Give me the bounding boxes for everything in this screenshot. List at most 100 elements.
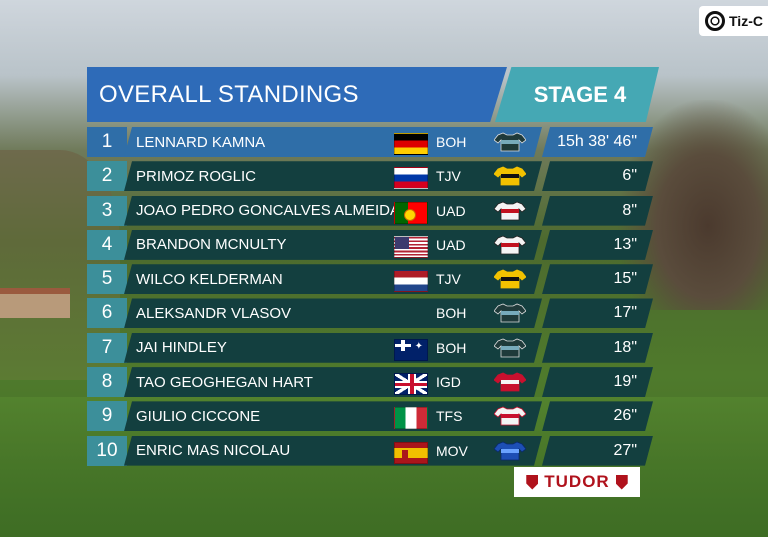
gap-time: 26" (542, 401, 653, 431)
jersey-icon (494, 338, 526, 358)
jersey-cell (478, 333, 542, 363)
jersey-cell (478, 161, 542, 191)
broadcaster-logo: Tiz-C (699, 6, 768, 36)
netherlands-flag-icon (394, 270, 428, 293)
rider-name: TAO GEOGHEGAN HART (136, 373, 313, 391)
jersey-cell (478, 298, 542, 328)
position-number: 2 (87, 161, 127, 192)
gap-time: 19" (542, 367, 653, 397)
position-number: 4 (87, 229, 127, 260)
position-number: 3 (87, 195, 127, 226)
rider-bar (124, 333, 542, 363)
rider-bar (124, 367, 542, 397)
jersey-icon (494, 201, 526, 220)
team-code: TFS (436, 408, 463, 425)
italy-flag-icon (394, 407, 428, 430)
sponsor-text: TUDOR (544, 472, 610, 491)
jersey-icon (494, 304, 526, 323)
house-background (0, 288, 70, 318)
jersey-icon (494, 406, 526, 426)
position-number: 1 (87, 127, 127, 157)
jersey-cell (478, 367, 542, 397)
standings-row: 2 PRIMOZ ROGLIC TJV 6" (87, 159, 653, 193)
jersey-icon (494, 235, 526, 255)
standings-row: 8 TAO GEOGHEGAN HART IGD 19" (87, 365, 653, 399)
australia-flag-icon (394, 338, 428, 361)
jersey-icon (494, 166, 526, 186)
rider-name: LENNARD KAMNA (136, 133, 266, 151)
standings-table: 1 LENNARD KAMNA BOH 15h 38' 46" 2 PRIMOZ… (87, 125, 653, 468)
jersey-cell (478, 196, 542, 226)
team-code: BOH (436, 305, 467, 322)
rider-name: WILCO KELDERMAN (136, 270, 283, 288)
gap-time: 17" (542, 298, 653, 328)
rider-name: JOAO PEDRO GONCALVES ALMEIDA (136, 202, 400, 220)
gap-time: 8" (542, 196, 653, 226)
rider-name: ALEKSANDR VLASOV (136, 304, 292, 322)
rider-bar (124, 196, 542, 226)
team-code: TJV (436, 168, 461, 185)
rider-name: PRIMOZ ROGLIC (136, 167, 257, 185)
portugal-flag-icon (394, 201, 428, 224)
rider-name: JAI HINDLEY (136, 339, 227, 357)
shield-icon (526, 474, 539, 490)
sponsor-logo: TUDOR (514, 467, 640, 497)
standings-row: 1 LENNARD KAMNA BOH 15h 38' 46" (87, 125, 653, 159)
position-number: 10 (87, 435, 127, 466)
team-code: BOH (436, 339, 467, 356)
standings-row: 3 JOAO PEDRO GONCALVES ALMEIDA UAD 8" (87, 194, 653, 228)
team-code: UAD (436, 236, 466, 253)
standings-header: OVERALL STANDINGS STAGE 4 (87, 67, 659, 122)
rider-bar (124, 436, 542, 466)
rider-bar (124, 264, 542, 294)
standings-row: 9 GIULIO CICCONE TFS 26" (87, 399, 653, 433)
position-number: 8 (87, 367, 127, 398)
jersey-cell (478, 127, 542, 157)
position-number: 5 (87, 264, 127, 295)
jersey-icon (494, 132, 526, 152)
rider-name: GIULIO CICCONE (136, 407, 261, 425)
standings-title: OVERALL STANDINGS (87, 67, 507, 122)
team-code: MOV (436, 442, 468, 459)
gap-time: 15h 38' 46" (542, 127, 653, 157)
jersey-cell (478, 230, 542, 260)
usa-flag-icon (394, 235, 428, 258)
position-number: 7 (87, 332, 127, 363)
rider-bar (124, 298, 542, 328)
spain-flag-icon (394, 441, 428, 464)
position-number: 6 (87, 298, 127, 329)
slovenia-flag-icon (394, 167, 428, 190)
jersey-icon (494, 269, 526, 289)
rider-bar (124, 127, 542, 157)
gap-time: 15" (542, 264, 653, 294)
standings-row: 6 ALEKSANDR VLASOV BOH 17" (87, 296, 653, 330)
gap-time: 13" (542, 230, 653, 260)
jersey-icon (494, 372, 526, 392)
shield-icon (615, 474, 628, 490)
standings-row: 4 BRANDON MCNULTY UAD 13" (87, 228, 653, 262)
standings-row: 7 JAI HINDLEY BOH 18" (87, 331, 653, 365)
great-britain-flag-icon (394, 373, 428, 396)
rider-name: BRANDON MCNULTY (136, 236, 287, 254)
team-code: BOH (436, 134, 467, 150)
standings-row: 5 WILCO KELDERMAN TJV 15" (87, 262, 653, 296)
rider-name: ENRIC MAS NICOLAU (136, 442, 291, 460)
stage-label: STAGE 4 (495, 67, 659, 122)
jersey-cell (478, 436, 542, 466)
broadcaster-icon (705, 11, 725, 31)
rider-bar (124, 230, 542, 260)
position-number: 9 (87, 401, 127, 432)
rider-bar (124, 161, 542, 191)
jersey-icon (494, 441, 526, 461)
broadcaster-text: Tiz-C (729, 13, 763, 29)
gap-time: 18" (542, 333, 653, 363)
jersey-cell (478, 264, 542, 294)
team-code: UAD (436, 202, 466, 219)
team-code: IGD (436, 374, 461, 391)
germany-flag-icon (394, 133, 428, 155)
rider-bar (124, 401, 542, 431)
standings-row: 10 ENRIC MAS NICOLAU MOV 27" (87, 434, 653, 468)
gap-time: 6" (542, 161, 653, 191)
gap-time: 27" (542, 436, 653, 466)
team-code: TJV (436, 271, 461, 288)
